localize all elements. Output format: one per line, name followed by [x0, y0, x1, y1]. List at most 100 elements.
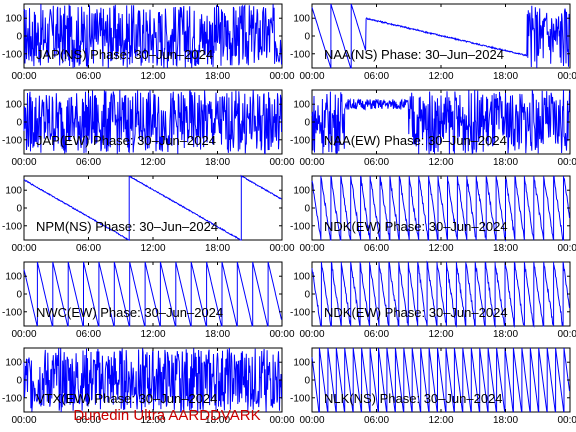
panel-title: NLK(NS) Phase: 30–Jun–2024 [324, 391, 503, 406]
x-tick-label: 00:00 [269, 157, 294, 168]
x-tick-label: 00:00 [557, 157, 576, 168]
y-tick-label: -100 [290, 49, 310, 60]
phase-series-line [311, 175, 570, 242]
x-tick-label: 12:00 [140, 415, 165, 426]
x-tick-label: 12:00 [428, 243, 453, 254]
x-tick-label: 00:00 [557, 329, 576, 340]
y-tick-label: 0 [304, 204, 310, 215]
x-tick-label: 00:00 [269, 71, 294, 82]
x-tick-label: 06:00 [76, 329, 101, 340]
x-tick-label: 18:00 [205, 329, 230, 340]
panel-title: JAP(NS) Phase: 30–Jun–2024 [36, 47, 213, 62]
panel-title: VTX(EW) Phase: 30–Jun–2024 [36, 391, 217, 406]
x-tick-label: 18:00 [493, 157, 518, 168]
y-tick-label: 100 [293, 272, 310, 283]
x-tick-label: 06:00 [76, 415, 101, 426]
x-tick-label: 00:00 [299, 71, 324, 82]
y-tick-label: 0 [304, 32, 310, 43]
y-tick-label: 100 [5, 186, 22, 197]
x-tick-label: 12:00 [140, 157, 165, 168]
y-tick-label: -100 [2, 307, 22, 318]
phase-panel: 1000-10000:0006:0012:0018:0000:00NDK(EW)… [290, 175, 576, 254]
y-tick-label: 100 [293, 186, 310, 197]
y-tick-label: 100 [5, 358, 22, 369]
y-tick-label: -100 [2, 49, 22, 60]
y-tick-label: 0 [16, 118, 22, 129]
panel-title: JAP(EW) Phase: 30–Jun–2024 [36, 133, 216, 148]
x-tick-label: 18:00 [493, 329, 518, 340]
panel-title: NWC(EW) Phase: 30–Jun–2024 [36, 305, 223, 320]
y-tick-label: -100 [2, 221, 22, 232]
y-tick-label: 0 [304, 376, 310, 387]
x-tick-label: 12:00 [428, 71, 453, 82]
x-tick-label: 18:00 [493, 71, 518, 82]
x-tick-label: 00:00 [11, 71, 36, 82]
phase-series-line [23, 348, 282, 413]
x-tick-label: 18:00 [205, 71, 230, 82]
x-tick-label: 12:00 [140, 71, 165, 82]
phase-panel: 1000-10000:0006:0012:0018:0000:00NAA(NS)… [290, 3, 576, 82]
x-tick-label: 18:00 [493, 243, 518, 254]
x-tick-label: 06:00 [76, 71, 101, 82]
x-tick-label: 00:00 [299, 415, 324, 426]
phase-series-line [311, 347, 570, 413]
y-tick-label: 0 [16, 376, 22, 387]
phase-panel: 1000-10000:0006:0012:0018:0000:00NLK(NS)… [290, 347, 576, 426]
phase-series-line [23, 4, 282, 69]
x-tick-label: 18:00 [493, 415, 518, 426]
x-tick-label: 00:00 [557, 71, 576, 82]
x-tick-label: 06:00 [364, 71, 389, 82]
y-tick-label: 0 [304, 290, 310, 301]
x-tick-label: 06:00 [364, 243, 389, 254]
y-tick-label: -100 [290, 135, 310, 146]
x-tick-label: 00:00 [557, 415, 576, 426]
x-tick-label: 18:00 [205, 157, 230, 168]
y-tick-label: -100 [290, 221, 310, 232]
x-tick-label: 06:00 [364, 415, 389, 426]
y-tick-label: 0 [16, 290, 22, 301]
y-tick-label: 100 [293, 358, 310, 369]
x-tick-label: 12:00 [428, 157, 453, 168]
y-tick-label: -100 [2, 135, 22, 146]
phase-series-line [23, 261, 282, 327]
footer-label: Dunedin Ultra AARDDVARK [73, 407, 260, 424]
phase-series-line [311, 89, 570, 155]
y-tick-label: 100 [5, 272, 22, 283]
y-tick-label: 0 [16, 32, 22, 43]
phase-series-line [23, 174, 282, 241]
x-tick-label: 00:00 [269, 329, 294, 340]
y-tick-label: -100 [290, 393, 310, 404]
x-tick-label: 18:00 [205, 415, 230, 426]
x-tick-label: 00:00 [11, 329, 36, 340]
x-tick-label: 00:00 [299, 329, 324, 340]
x-tick-label: 00:00 [11, 415, 36, 426]
x-tick-label: 06:00 [364, 157, 389, 168]
x-tick-label: 00:00 [11, 157, 36, 168]
y-tick-label: 0 [16, 204, 22, 215]
x-tick-label: 18:00 [205, 243, 230, 254]
x-tick-label: 00:00 [299, 157, 324, 168]
x-tick-label: 12:00 [428, 329, 453, 340]
phase-series-line [311, 260, 570, 328]
y-tick-label: -100 [2, 393, 22, 404]
y-tick-label: 0 [304, 118, 310, 129]
x-tick-label: 06:00 [364, 329, 389, 340]
x-tick-label: 00:00 [11, 243, 36, 254]
y-tick-label: 100 [5, 100, 22, 111]
y-tick-label: 100 [293, 14, 310, 25]
x-tick-label: 06:00 [76, 157, 101, 168]
panel-title: NDK(EW) Phase: 30–Jun–2024 [324, 219, 508, 234]
x-tick-label: 00:00 [269, 243, 294, 254]
panel-title: NDK(EW) Phase: 30–Jun–2024 [324, 305, 508, 320]
x-tick-label: 12:00 [140, 243, 165, 254]
phase-series-line [311, 3, 570, 69]
phase-panel: 1000-10000:0006:0012:0018:0000:00NAA(EW)… [290, 89, 576, 168]
x-tick-label: 00:00 [557, 243, 576, 254]
phase-panel: 1000-10000:0006:0012:0018:0000:00NDK(EW)… [290, 260, 576, 340]
y-tick-label: -100 [290, 307, 310, 318]
